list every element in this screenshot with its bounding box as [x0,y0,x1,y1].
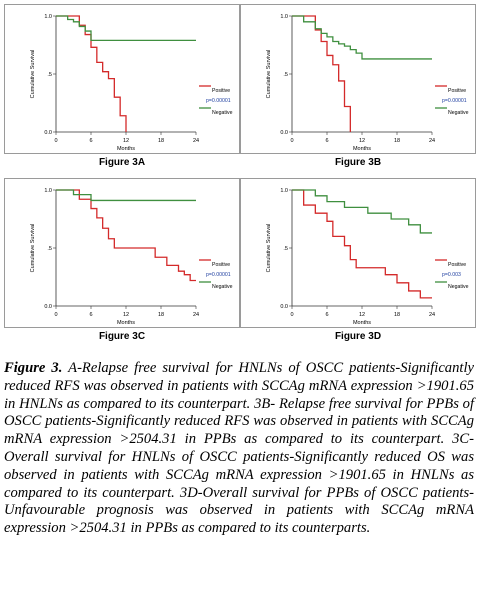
y-tick-label: 0.0 [280,304,288,310]
panel-label: Figure 3D [334,331,382,342]
panel-label: Figure 3A [98,157,146,168]
x-tick-label: 0 [54,138,57,144]
x-axis-label: Months [117,146,135,152]
x-tick-label: 18 [158,312,164,318]
series-line-negative [292,15,432,60]
chart-panel-3b: 0 6 12 18 24 0.0 .5 1.0 Months Cumulative Surviva… [240,4,476,170]
y-tick-label: 1.0 [44,188,52,194]
chart-frame [4,4,240,154]
p-value-label: p=0.003 [442,272,461,278]
x-tick-label: 12 [359,312,365,318]
legend-label-negative: Negative [448,110,469,116]
x-tick-label: 18 [394,138,400,144]
chart-frame [240,4,476,154]
y-axis-label: Cumulative Survival [266,224,272,273]
y-tick-label: 1.0 [280,188,288,194]
panel-label: Figure 3C [98,331,146,342]
y-tick-label: .5 [47,246,52,252]
y-tick-label: 1.0 [44,14,52,20]
y-tick-label: 0.0 [44,304,52,310]
y-axis-label: Cumulative Survival [30,50,36,99]
series-line-positive [56,189,196,282]
x-tick-label: 24 [193,312,199,318]
series-line-negative [56,15,196,42]
x-tick-label: 12 [359,138,365,144]
legend-label-positive: Positive [448,88,466,94]
y-tick-label: 0.0 [44,130,52,136]
legend-label-positive: Positive [212,88,230,94]
survival-chart-3d: 0 6 12 18 24 0.0 .5 1.0 Months Cumulative Surviva… [266,188,469,326]
chart-panel-3a: 0 6 12 18 24 0.0 .5 1.0 Months Cumulative Surviva… [4,4,240,170]
panel-label: Figure 3B [334,157,382,168]
x-axis-label: Months [117,320,135,326]
legend-label-negative: Negative [212,284,233,290]
p-value-label: p=0.00001 [206,98,231,104]
x-tick-label: 0 [290,138,293,144]
chart-frame [4,178,240,328]
survival-chart-3b: 0 6 12 18 24 0.0 .5 1.0 Months Cumulative Surviva… [266,14,469,152]
x-tick-label: 24 [429,138,435,144]
x-axis-label: Months [353,146,371,152]
x-tick-label: 18 [394,312,400,318]
survival-chart-3c: 0 6 12 18 24 0.0 .5 1.0 Months Cumulative Surviva… [30,188,233,326]
y-tick-label: .5 [283,246,288,252]
x-tick-label: 12 [123,312,129,318]
x-tick-label: 6 [89,138,92,144]
x-tick-label: 12 [123,138,129,144]
series-line-positive [292,189,432,299]
p-value-label: p=0.00001 [206,272,231,278]
x-tick-label: 24 [429,312,435,318]
y-tick-label: .5 [47,72,52,78]
y-tick-label: .5 [283,72,288,78]
series-line-positive [56,15,127,132]
x-tick-label: 6 [89,312,92,318]
legend-label-positive: Positive [212,262,230,268]
series-line-negative [292,189,432,234]
legend-label-negative: Negative [448,284,469,290]
legend-label-negative: Negative [212,110,233,116]
series-line-negative [56,189,196,202]
x-axis-label: Months [353,320,371,326]
survival-chart-3a: 0 6 12 18 24 0.0 .5 1.0 Months Cumulative Surviva… [30,14,233,152]
legend-label-positive: Positive [448,262,466,268]
chart-panel-3d: 0 6 12 18 24 0.0 .5 1.0 Months Cumulative Surviva… [240,178,476,344]
y-axis-label: Cumulative Survival [30,224,36,273]
x-tick-label: 18 [158,138,164,144]
y-tick-label: 1.0 [280,14,288,20]
caption-text: A-Relapse free survival for HNLNs of OSC… [4,360,474,537]
chart-panel-3c: 0 6 12 18 24 0.0 .5 1.0 Months Cumulative Surviva… [4,178,240,344]
figure-caption: Figure 3. A-Relapse free survival for HN… [4,360,474,538]
x-tick-label: 0 [54,312,57,318]
p-value-label: p=0.00001 [442,98,467,104]
x-tick-label: 6 [325,138,328,144]
x-tick-label: 0 [290,312,293,318]
y-axis-label: Cumulative Survival [266,50,272,99]
series-line-positive [292,15,351,132]
x-tick-label: 24 [193,138,199,144]
y-tick-label: 0.0 [280,130,288,136]
chart-frame [240,178,476,328]
caption-figure-number: Figure 3. [4,360,63,376]
x-tick-label: 6 [325,312,328,318]
